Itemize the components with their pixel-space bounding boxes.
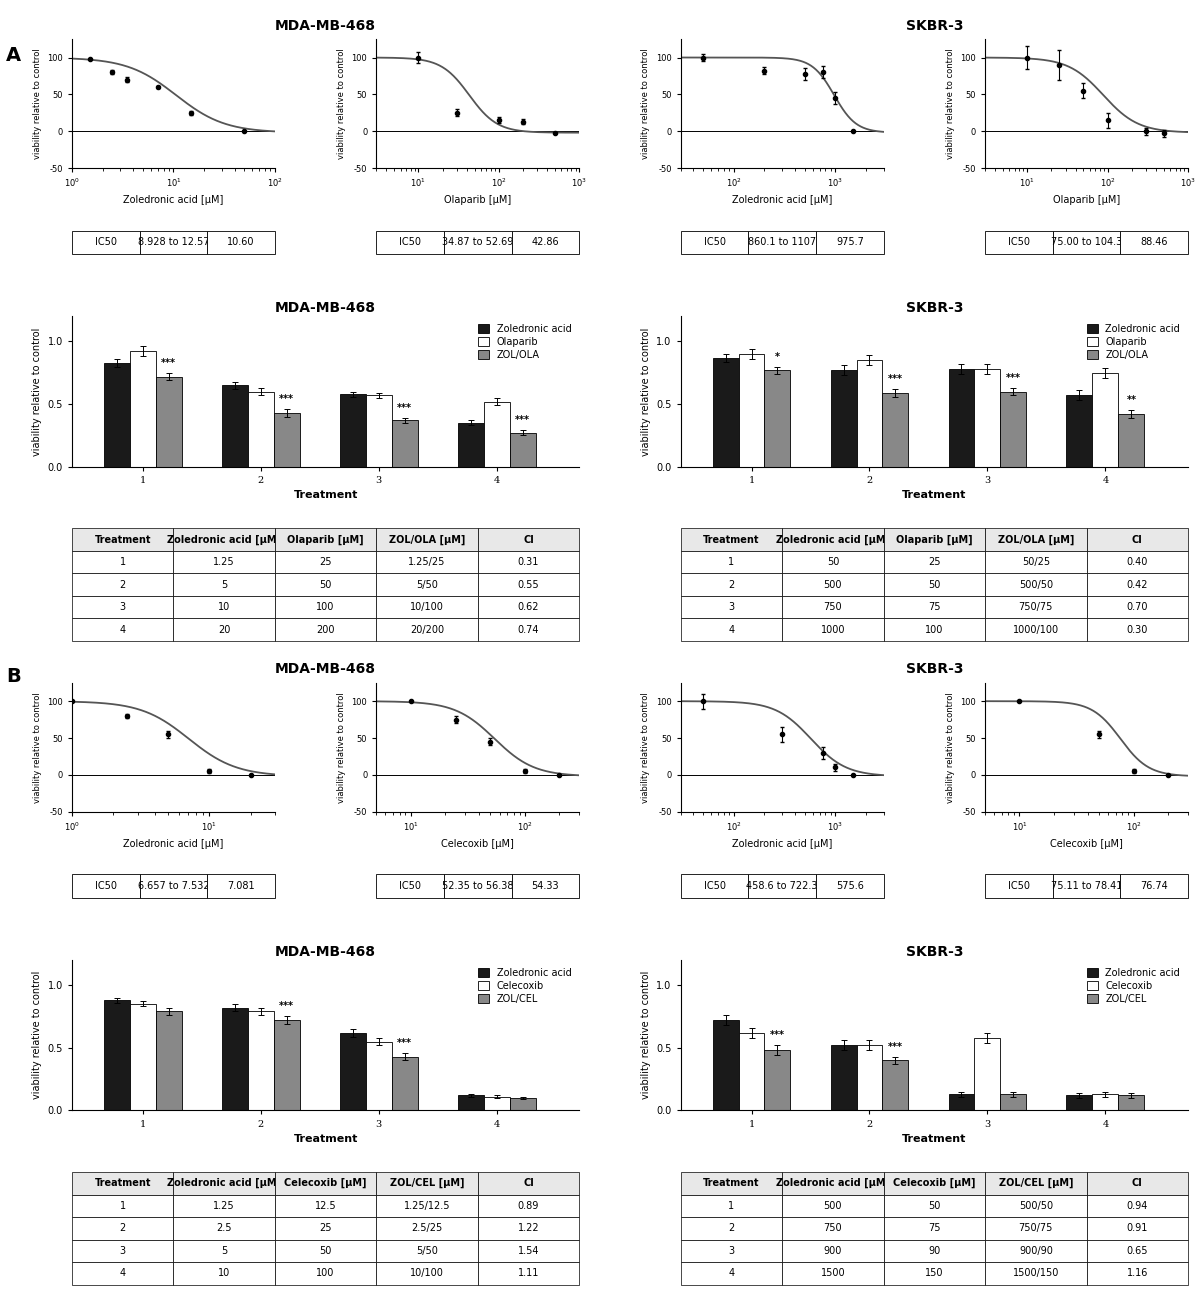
Bar — [130, 352, 156, 466]
X-axis label: Zoledronic acid [μM]: Zoledronic acid [μM] — [732, 195, 833, 205]
Text: ***: *** — [397, 1037, 412, 1048]
Y-axis label: viability relative to control: viability relative to control — [641, 971, 650, 1100]
X-axis label: Celecoxib [μM]: Celecoxib [μM] — [442, 839, 515, 848]
Text: ***: *** — [1006, 373, 1021, 383]
Bar — [510, 433, 535, 466]
Title: MDA-MB-468: MDA-MB-468 — [275, 945, 376, 959]
Title: SKBR-3: SKBR-3 — [906, 945, 964, 959]
Bar — [156, 377, 181, 466]
Bar — [1118, 1096, 1145, 1110]
Bar — [130, 1003, 156, 1110]
Y-axis label: viability relative to control: viability relative to control — [641, 327, 650, 456]
X-axis label: Zoledronic acid [μM]: Zoledronic acid [μM] — [732, 839, 833, 848]
Text: ***: *** — [161, 358, 176, 367]
X-axis label: Zoledronic acid [μM]: Zoledronic acid [μM] — [124, 839, 223, 848]
X-axis label: Olaparib [μM]: Olaparib [μM] — [444, 195, 511, 205]
Y-axis label: viability relative to control: viability relative to control — [946, 692, 955, 803]
Bar — [948, 1095, 974, 1110]
Bar — [247, 392, 274, 466]
Y-axis label: viability relative to control: viability relative to control — [641, 692, 650, 803]
Text: ***: *** — [770, 1031, 785, 1040]
Bar — [274, 1020, 300, 1110]
Bar — [104, 1001, 130, 1110]
Bar — [104, 362, 130, 466]
Bar — [156, 1011, 181, 1110]
Legend: Zoledronic acid, Olaparib, ZOL/OLA: Zoledronic acid, Olaparib, ZOL/OLA — [1084, 322, 1183, 364]
Bar — [457, 1096, 484, 1110]
Text: SKBR-3: SKBR-3 — [906, 18, 964, 33]
X-axis label: Treatment: Treatment — [294, 490, 358, 500]
Title: MDA-MB-468: MDA-MB-468 — [275, 301, 376, 315]
Text: ***: *** — [515, 416, 530, 426]
X-axis label: Zoledronic acid [μM]: Zoledronic acid [μM] — [124, 195, 223, 205]
Text: ***: *** — [280, 1002, 294, 1011]
X-axis label: Treatment: Treatment — [902, 490, 966, 500]
Bar — [764, 1050, 791, 1110]
Bar — [974, 1037, 1001, 1110]
Text: ***: *** — [280, 394, 294, 404]
Y-axis label: viability relative to control: viability relative to control — [337, 48, 346, 159]
Y-axis label: viability relative to control: viability relative to control — [32, 692, 42, 803]
Bar — [484, 401, 510, 466]
Y-axis label: viability relative to control: viability relative to control — [641, 48, 650, 159]
Text: ***: *** — [888, 374, 902, 384]
Text: SKBR-3: SKBR-3 — [906, 662, 964, 676]
Bar — [391, 1057, 418, 1110]
Bar — [1067, 1096, 1092, 1110]
Bar — [1001, 392, 1026, 466]
Bar — [713, 1020, 738, 1110]
Bar — [857, 360, 882, 466]
Text: **: ** — [1127, 395, 1136, 405]
Bar — [830, 370, 857, 466]
Bar — [738, 1033, 764, 1110]
Bar — [484, 1097, 510, 1110]
Bar — [1118, 414, 1145, 466]
X-axis label: Olaparib [μM]: Olaparib [μM] — [1052, 195, 1120, 205]
Bar — [274, 413, 300, 466]
X-axis label: Celecoxib [μM]: Celecoxib [μM] — [1050, 839, 1123, 848]
Legend: Zoledronic acid, Olaparib, ZOL/OLA: Zoledronic acid, Olaparib, ZOL/OLA — [475, 322, 575, 364]
Bar — [974, 369, 1001, 466]
Y-axis label: viability relative to control: viability relative to control — [32, 48, 42, 159]
X-axis label: Treatment: Treatment — [294, 1134, 358, 1144]
Y-axis label: viability relative to control: viability relative to control — [946, 48, 955, 159]
Bar — [1067, 395, 1092, 466]
Bar — [366, 395, 391, 466]
Bar — [1092, 373, 1118, 466]
Y-axis label: viability relative to control: viability relative to control — [337, 692, 346, 803]
Bar — [366, 1041, 391, 1110]
Bar — [457, 423, 484, 466]
Text: ***: *** — [888, 1041, 902, 1052]
Bar — [882, 1061, 908, 1110]
Text: *: * — [775, 352, 780, 361]
Text: A: A — [6, 46, 22, 65]
Bar — [222, 1007, 247, 1110]
Bar — [1092, 1095, 1118, 1110]
Y-axis label: viability relative to control: viability relative to control — [32, 971, 42, 1100]
Legend: Zoledronic acid, Celecoxib, ZOL/CEL: Zoledronic acid, Celecoxib, ZOL/CEL — [1084, 966, 1183, 1006]
Bar — [882, 394, 908, 466]
Bar — [391, 421, 418, 466]
Bar — [510, 1098, 535, 1110]
Bar — [764, 370, 791, 466]
Bar — [948, 369, 974, 466]
Bar — [738, 354, 764, 466]
Bar — [340, 394, 366, 466]
Bar — [713, 358, 738, 466]
Text: MDA-MB-468: MDA-MB-468 — [275, 662, 376, 676]
Bar — [247, 1011, 274, 1110]
X-axis label: Treatment: Treatment — [902, 1134, 966, 1144]
Text: MDA-MB-468: MDA-MB-468 — [275, 18, 376, 33]
Bar — [222, 386, 247, 466]
Y-axis label: viability relative to control: viability relative to control — [32, 327, 42, 456]
Bar — [340, 1033, 366, 1110]
Bar — [1001, 1095, 1026, 1110]
Bar — [857, 1045, 882, 1110]
Text: B: B — [6, 667, 20, 687]
Text: ***: *** — [397, 403, 412, 413]
Bar — [830, 1045, 857, 1110]
Title: SKBR-3: SKBR-3 — [906, 301, 964, 315]
Legend: Zoledronic acid, Celecoxib, ZOL/CEL: Zoledronic acid, Celecoxib, ZOL/CEL — [475, 966, 575, 1006]
